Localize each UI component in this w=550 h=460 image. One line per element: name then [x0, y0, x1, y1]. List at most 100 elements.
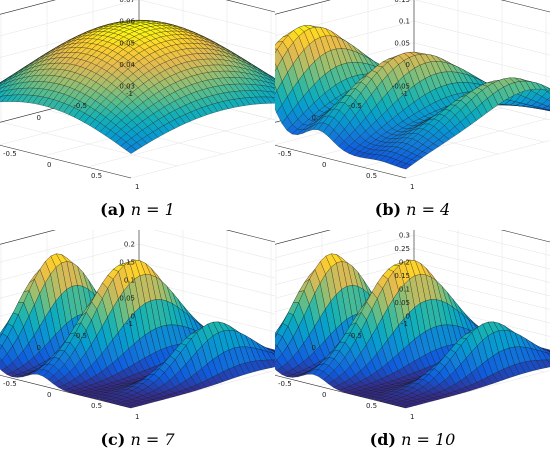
y-tick-label: 0 — [322, 161, 326, 169]
z-tick-label: 0.1 — [399, 18, 410, 26]
surface-face — [546, 90, 550, 94]
z-tick-label: 0.2 — [124, 241, 135, 249]
y-tick-label: -0.5 — [278, 150, 292, 158]
y-tick-label: -0.5 — [3, 150, 17, 158]
y-axis-line — [0, 374, 132, 409]
surface-plot-c: 00.050.10.150.20.250.310.50-0.5-1-1-0.50… — [0, 230, 275, 421]
z-tick-label: 0.06 — [119, 18, 135, 26]
surface-face — [125, 405, 137, 409]
y-tick-label: 1 — [410, 413, 414, 421]
caption-text: n = 10 — [401, 430, 456, 449]
x-tick-label: -1 — [401, 90, 408, 98]
y-tick-label: 0.5 — [91, 172, 102, 180]
surface-face — [275, 357, 278, 363]
surface-mesh — [0, 253, 275, 409]
caption-label: (c) — [100, 430, 126, 449]
gridline — [0, 144, 132, 179]
gridline — [0, 230, 275, 263]
z-tick-label: 0.05 — [394, 39, 410, 47]
surface-face — [0, 357, 3, 363]
caption-label: (d) — [369, 430, 396, 449]
y-tick-label: 0.5 — [366, 402, 377, 410]
z-tick-label: 0.05 — [119, 39, 135, 47]
y-tick-label: 0 — [47, 391, 51, 399]
y-tick-label: -0.5 — [278, 380, 292, 388]
x-tick-label: -0.5 — [73, 102, 87, 110]
x-tick-label: -0.5 — [73, 332, 87, 340]
y-axis-line — [0, 144, 132, 179]
z-tick-label: 0 — [406, 61, 410, 69]
surface-mesh — [275, 25, 550, 170]
z-tick-label: 0 — [406, 313, 410, 321]
x-tick-label: 0 — [37, 114, 41, 122]
surface-plot-a: 0.030.040.050.060.070.0810.50-0.5-1-1-0.… — [0, 0, 275, 191]
y-tick-label: 0.5 — [91, 402, 102, 410]
y-tick-label: 0 — [47, 161, 51, 169]
gridline — [130, 140, 275, 179]
x-tick-label: 0 — [37, 344, 41, 352]
panel-d: 00.050.10.150.20.250.30.350.410.50-0.5-1… — [275, 230, 550, 460]
panel-b: -0.0500.050.10.150.210.50-0.5-1-1-0.500.… — [275, 0, 550, 230]
z-tick-label: 0.25 — [394, 245, 410, 253]
z-tick-label: 0.03 — [119, 83, 135, 91]
x-tick-label: -0.5 — [348, 332, 362, 340]
box-edge — [275, 0, 331, 15]
tick-labels: 00.050.10.150.20.250.310.50-0.5-1-1-0.50… — [3, 230, 139, 421]
y-tick-label: 1 — [135, 183, 139, 191]
x-tick-label: -1 — [126, 320, 133, 328]
surface-face — [275, 63, 278, 72]
surface-face — [400, 163, 412, 170]
y-axis-line — [275, 374, 407, 409]
caption-text: n = 7 — [130, 430, 175, 449]
caption-label: (a) — [100, 200, 126, 219]
caption-c: (c) n = 7 — [0, 430, 275, 449]
gridline — [0, 0, 275, 37]
caption-text: n = 4 — [406, 200, 451, 219]
z-tick-label: 0.15 — [119, 259, 135, 267]
y-tick-label: 0 — [322, 391, 326, 399]
box-edge — [275, 230, 331, 245]
surface-face — [400, 405, 412, 409]
caption-a: (a) n = 1 — [0, 200, 275, 219]
y-tick-label: 1 — [135, 413, 139, 421]
tick-labels: 00.050.10.150.20.250.30.350.410.50-0.5-1… — [278, 232, 414, 422]
surface-face — [547, 104, 550, 108]
y-tick-label: 0.5 — [366, 172, 377, 180]
z-tick-label: 0.05 — [394, 299, 410, 307]
surface-mesh — [275, 253, 550, 409]
surface-plot-b: -0.0500.050.10.150.210.50-0.5-1-1-0.500.… — [275, 0, 550, 191]
z-tick-label: 0.04 — [119, 61, 135, 69]
y-axis-line — [275, 144, 407, 179]
surface-face — [125, 145, 137, 154]
z-tick-label: 0.3 — [399, 232, 410, 240]
gridline — [86, 118, 272, 168]
caption-d: (d) n = 10 — [275, 430, 550, 449]
z-tick-label: 0.25 — [119, 230, 135, 231]
z-tick-label: 0.2 — [399, 259, 410, 267]
z-tick-label: 0.15 — [394, 272, 410, 280]
box-edge — [0, 0, 56, 15]
z-tick-label: 0.1 — [399, 286, 410, 294]
box-edge — [0, 230, 56, 245]
x-tick-label: 0 — [312, 344, 316, 352]
z-tick-label: 0.07 — [119, 0, 135, 4]
tick-labels: -0.0500.050.10.150.210.50-0.5-1-1-0.500.… — [278, 0, 414, 191]
surface-face — [275, 85, 277, 95]
y-tick-label: -0.5 — [3, 380, 17, 388]
z-tick-label: 0.15 — [394, 0, 410, 4]
x-tick-label: -1 — [126, 90, 133, 98]
panel-a: 0.030.040.050.060.070.0810.50-0.5-1-1-0.… — [0, 0, 275, 230]
z-tick-label: 0.1 — [124, 277, 135, 285]
x-tick-label: 0 — [312, 114, 316, 122]
gridline — [275, 230, 550, 259]
surface-face — [275, 344, 278, 350]
surface-face — [547, 97, 550, 102]
surface-mesh — [0, 20, 275, 154]
z-tick-label: 0 — [131, 313, 135, 321]
surface-face — [0, 91, 3, 94]
gridline — [0, 121, 178, 167]
caption-label: (b) — [374, 200, 402, 219]
surface-plot-d: 00.050.10.150.20.250.30.350.410.50-0.5-1… — [275, 230, 550, 422]
panel-c: 00.050.10.150.20.250.310.50-0.5-1-1-0.50… — [0, 230, 275, 460]
surface-face — [0, 344, 3, 350]
